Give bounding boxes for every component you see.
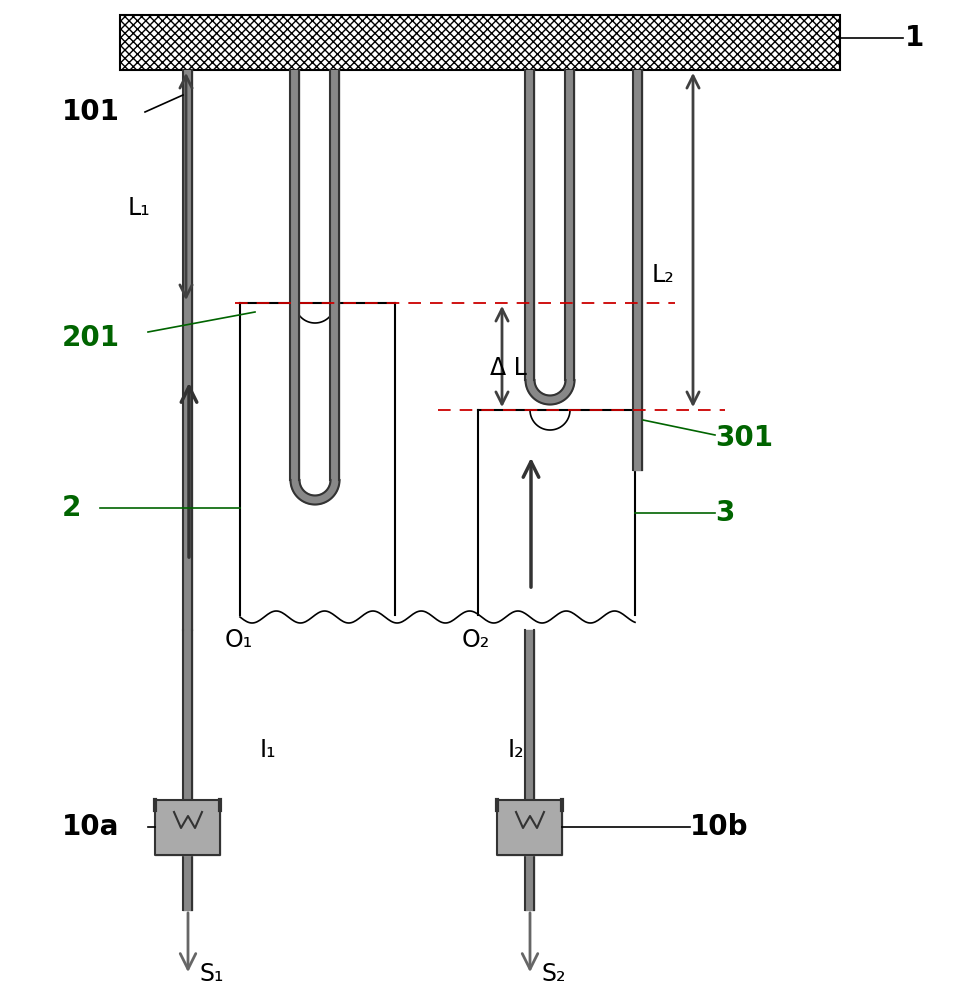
Text: S₂: S₂ bbox=[542, 962, 567, 986]
Text: Δ L: Δ L bbox=[490, 356, 527, 380]
Text: O₂: O₂ bbox=[462, 628, 490, 652]
Text: 1: 1 bbox=[905, 24, 924, 52]
Text: L₁: L₁ bbox=[128, 196, 151, 220]
Text: 101: 101 bbox=[62, 98, 120, 126]
Text: I₂: I₂ bbox=[508, 738, 525, 762]
Text: 2: 2 bbox=[62, 494, 81, 522]
Text: 10a: 10a bbox=[62, 813, 120, 841]
Text: L₂: L₂ bbox=[652, 263, 675, 287]
Polygon shape bbox=[291, 480, 339, 504]
Polygon shape bbox=[526, 380, 575, 404]
Text: S₁: S₁ bbox=[200, 962, 225, 986]
Text: 10b: 10b bbox=[690, 813, 749, 841]
Bar bbox=[120, 15, 840, 70]
Text: 201: 201 bbox=[62, 324, 120, 352]
Text: O₁: O₁ bbox=[225, 628, 253, 652]
Text: 3: 3 bbox=[715, 499, 734, 527]
Text: I₁: I₁ bbox=[260, 738, 276, 762]
Text: 301: 301 bbox=[715, 424, 773, 452]
